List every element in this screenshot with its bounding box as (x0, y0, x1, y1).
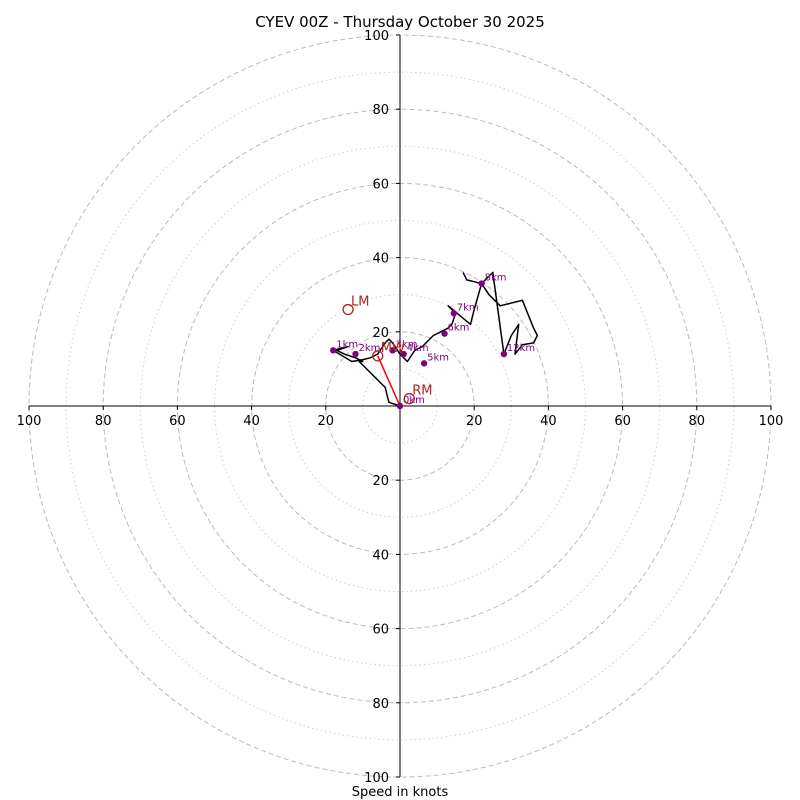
tick-label: 100 (17, 414, 42, 429)
height-label-3km: 3km (396, 339, 418, 350)
hodograph-trace (332, 271, 539, 407)
height-marker-5km (420, 360, 428, 367)
height-marker-7km (450, 310, 457, 317)
height-marker-0km (396, 402, 404, 410)
height-label-2km: 2km (358, 343, 380, 354)
tick-label: 100 (364, 29, 389, 44)
height-label-4km: 4km (407, 343, 429, 354)
tick-label: 80 (372, 697, 389, 712)
height-marker-8km (478, 280, 485, 287)
storm-motion-label-rm: RM (412, 384, 432, 399)
tick-label: 20 (318, 414, 335, 429)
height-label-12km: 12km (507, 343, 535, 354)
height-marker-3km (389, 347, 396, 354)
tick-label: 60 (169, 414, 186, 429)
tick-label: 40 (372, 252, 389, 267)
height-marker-2km (352, 350, 359, 358)
tick-label: 80 (372, 103, 389, 118)
height-marker-6km (441, 330, 448, 337)
tick-label: 40 (372, 548, 389, 563)
tick-label: 40 (243, 414, 260, 429)
height-label-7km: 7km (457, 302, 479, 313)
height-marker-1km (330, 347, 337, 354)
tick-label: 100 (364, 771, 389, 786)
tick-label: 80 (95, 414, 112, 429)
tick-label: 100 (759, 414, 784, 429)
tick-label: 60 (614, 414, 631, 429)
tick-label: 20 (466, 414, 483, 429)
tick-label: 20 (372, 474, 389, 489)
storm-motion-label-mw: MW (381, 341, 405, 356)
tick-label: 60 (372, 623, 389, 638)
storm-motion-mw (372, 350, 384, 362)
storm-motion-label-lm: LM (351, 295, 369, 310)
storm-motion-rm (403, 392, 415, 405)
x-axis-label: Speed in knots (352, 785, 449, 800)
tick-label: 60 (372, 177, 389, 192)
height-label-8km: 8km (485, 273, 507, 284)
storm-motion-lm (342, 303, 354, 316)
height-marker-12km (500, 350, 508, 358)
height-label-1km: 1km (336, 339, 358, 350)
tick-label: 80 (689, 414, 706, 429)
chart-title: CYEV 00Z - Thursday October 30 2025 (255, 13, 545, 31)
height-label-6km: 6km (448, 323, 470, 334)
height-label-5km: 5km (427, 352, 449, 363)
shear-vector (377, 355, 401, 407)
height-marker-4km (400, 350, 407, 358)
tick-label: 20 (372, 326, 389, 341)
tick-label: 40 (540, 414, 557, 429)
